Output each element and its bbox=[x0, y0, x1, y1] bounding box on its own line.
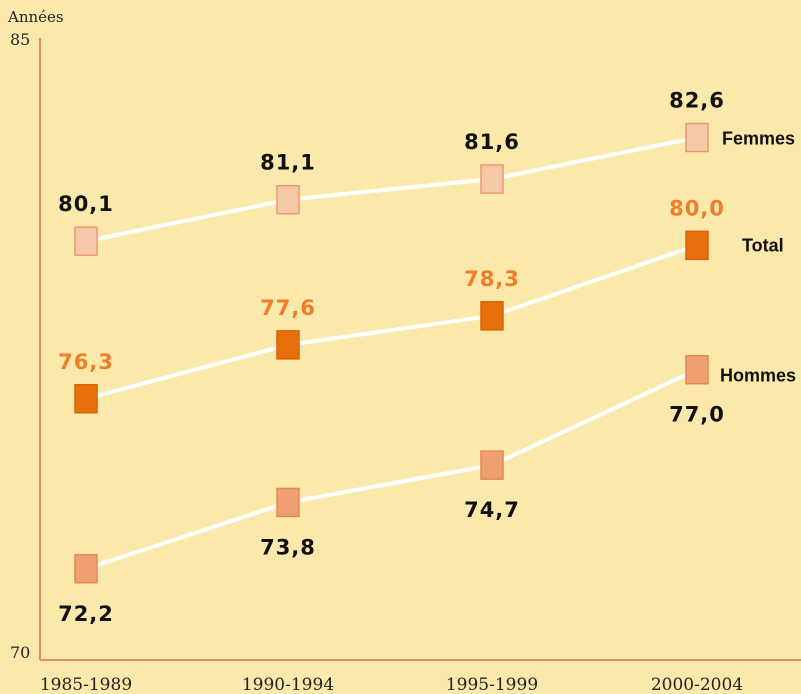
y-axis-label: Années bbox=[7, 8, 64, 26]
data-label-total: 76,3 bbox=[58, 350, 114, 374]
data-point-femmes bbox=[276, 184, 300, 215]
data-label-hommes: 74,7 bbox=[464, 498, 520, 522]
data-label-femmes: 81,6 bbox=[464, 130, 520, 154]
data-point-hommes bbox=[480, 450, 504, 480]
x-tick-label: 1985-1989 bbox=[40, 675, 132, 694]
data-label-femmes: 80,1 bbox=[58, 192, 114, 216]
data-label-total: 78,3 bbox=[464, 267, 520, 291]
data-point-hommes bbox=[74, 554, 98, 584]
data-label-femmes: 82,6 bbox=[669, 89, 725, 113]
data-label-total: 77,6 bbox=[260, 296, 316, 320]
data-point-femmes bbox=[74, 226, 98, 256]
data-point-hommes bbox=[685, 354, 709, 385]
series-line-femmes bbox=[85, 135, 698, 244]
data-point-total bbox=[685, 230, 709, 261]
x-tick-layer: 1985-1989 1990-1994 1995-1999 2000-2004 bbox=[40, 675, 743, 694]
y-tick-max: 85 bbox=[10, 30, 30, 49]
data-point-total bbox=[276, 330, 300, 360]
series-layer: 80,1 81,1 81,6 82,6 Femmes 76,3 77,6 78,3 80,0 To… bbox=[58, 89, 796, 626]
data-label-hommes: 77,0 bbox=[669, 403, 725, 427]
series-name-hommes: Hommes bbox=[720, 366, 796, 386]
data-label-hommes: 72,2 bbox=[58, 602, 114, 626]
data-point-total bbox=[74, 384, 98, 414]
series-name-femmes: Femmes bbox=[722, 129, 795, 149]
data-point-total bbox=[480, 301, 504, 331]
x-tick-label: 2000-2004 bbox=[651, 675, 743, 694]
data-label-femmes: 81,1 bbox=[260, 151, 316, 175]
x-tick-label: 1995-1999 bbox=[446, 675, 538, 694]
data-point-hommes bbox=[276, 487, 300, 518]
x-tick-label: 1990-1994 bbox=[242, 675, 334, 694]
series-line-total bbox=[85, 243, 698, 401]
data-label-total: 80,0 bbox=[669, 196, 725, 220]
series-line-hommes bbox=[85, 367, 698, 571]
series-name-total: Total bbox=[742, 235, 784, 255]
data-label-hommes: 73,8 bbox=[260, 535, 316, 559]
data-point-femmes bbox=[685, 122, 709, 153]
y-tick-min: 70 bbox=[10, 643, 30, 662]
data-point-femmes bbox=[480, 164, 504, 194]
